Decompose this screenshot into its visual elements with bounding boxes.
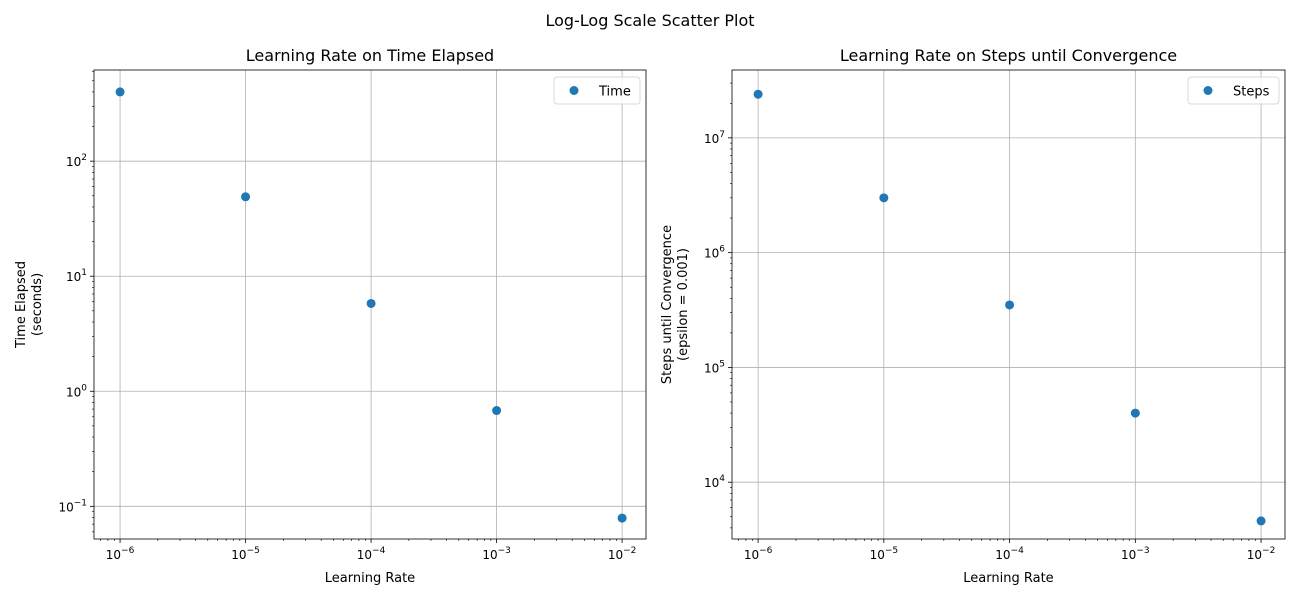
y-tick-label: 105 bbox=[704, 359, 725, 375]
data-point bbox=[241, 192, 251, 202]
y-tick-exponent: 4 bbox=[719, 474, 725, 484]
y-tick-exponent: 2 bbox=[81, 153, 87, 163]
x-tick-exponent: −3 bbox=[498, 546, 511, 556]
subplot-2: 10−6 10−5 10−4 10−3 10−2 104 105 106 107 Learning… bbox=[660, 46, 1286, 586]
x-tick-exponent: −3 bbox=[1136, 546, 1149, 556]
axes-frame bbox=[93, 69, 647, 540]
x-tick-exponent: −2 bbox=[1262, 546, 1275, 556]
y-tick-exponent: 1 bbox=[81, 268, 87, 278]
legend-label: Time bbox=[598, 85, 631, 100]
data-point bbox=[1130, 408, 1140, 418]
x-tick-label: 10−2 bbox=[608, 546, 637, 562]
y-tick-exponent: 5 bbox=[719, 359, 725, 369]
data-point bbox=[753, 89, 763, 99]
x-tick-label: 10−4 bbox=[995, 546, 1024, 562]
x-tick-exponent: −4 bbox=[372, 546, 386, 556]
x-tick-label: 10−5 bbox=[231, 546, 260, 562]
data-point bbox=[366, 298, 376, 308]
x-tick-label: 10−3 bbox=[482, 546, 511, 562]
subplot-title: Learning Rate on Time Elapsed bbox=[246, 46, 494, 65]
legend: Steps bbox=[1187, 76, 1280, 105]
data-point bbox=[879, 193, 889, 203]
data-point bbox=[617, 513, 627, 523]
data-point bbox=[492, 406, 502, 416]
x-tick-exponent: −5 bbox=[885, 546, 898, 556]
x-axis-label: Learning Rate bbox=[325, 571, 415, 586]
y-tick-label: 101 bbox=[66, 268, 87, 284]
x-tick-label: 10−6 bbox=[744, 546, 773, 562]
x-tick-exponent: −6 bbox=[759, 546, 773, 556]
x-tick-label: 10−5 bbox=[870, 546, 899, 562]
y-axis-label-line-2: (epsilon = 0.001) bbox=[676, 248, 691, 361]
legend-box bbox=[553, 76, 641, 105]
x-tick-label: 10−4 bbox=[357, 546, 386, 562]
y-tick-label: 102 bbox=[66, 153, 87, 169]
x-tick-exponent: −2 bbox=[623, 546, 636, 556]
axes-frame bbox=[731, 69, 1286, 540]
y-tick-exponent: −1 bbox=[74, 498, 87, 508]
legend-marker bbox=[569, 86, 579, 95]
figure-title: Log-Log Scale Scatter Plot bbox=[545, 11, 754, 30]
x-tick-exponent: −5 bbox=[247, 546, 260, 556]
y-tick-label: 100 bbox=[66, 383, 87, 399]
x-tick-label: 10−6 bbox=[106, 546, 135, 562]
y-tick-exponent: 6 bbox=[719, 245, 725, 255]
x-tick-exponent: −6 bbox=[121, 546, 135, 556]
y-tick-exponent: 7 bbox=[719, 130, 725, 140]
y-tick-label: 10−1 bbox=[58, 498, 87, 514]
y-axis-label-line-1: Steps until Convergence bbox=[660, 225, 675, 384]
legend: Time bbox=[553, 76, 641, 105]
subplot-title: Learning Rate on Steps until Convergence bbox=[840, 46, 1177, 65]
y-axis-label-line-1: Time Elapsed bbox=[14, 261, 29, 349]
legend-marker bbox=[1203, 86, 1213, 95]
x-tick-label: 10−2 bbox=[1247, 546, 1276, 562]
data-point bbox=[1256, 516, 1266, 526]
y-tick-exponent: 0 bbox=[81, 383, 87, 393]
y-tick-label: 106 bbox=[704, 245, 725, 261]
y-tick-label: 107 bbox=[704, 130, 725, 146]
y-axis-label-line-2: (seconds) bbox=[30, 273, 45, 336]
data-point bbox=[1005, 300, 1015, 310]
data-point bbox=[115, 87, 125, 97]
x-tick-exponent: −4 bbox=[1011, 546, 1025, 556]
subplot-1: 10−6 10−5 10−4 10−3 10−210−1100101102Learnin… bbox=[14, 46, 647, 586]
legend-box bbox=[1187, 76, 1280, 105]
y-tick-label: 104 bbox=[704, 474, 725, 490]
legend-label: Steps bbox=[1233, 85, 1270, 100]
x-axis-label: Learning Rate bbox=[963, 571, 1053, 586]
x-tick-label: 10−3 bbox=[1121, 546, 1150, 562]
